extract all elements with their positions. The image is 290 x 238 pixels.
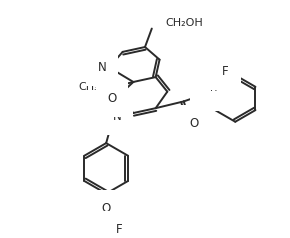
Text: N: N	[113, 110, 121, 124]
Text: CH₂OH: CH₂OH	[165, 18, 203, 28]
Text: F: F	[90, 223, 97, 236]
Text: CH₃: CH₃	[79, 82, 99, 92]
Text: H: H	[210, 83, 218, 93]
Text: O: O	[189, 117, 198, 130]
Text: N: N	[98, 61, 107, 74]
Text: F: F	[103, 223, 110, 236]
Text: O: O	[102, 202, 111, 215]
Text: O: O	[107, 92, 117, 105]
Text: F: F	[115, 223, 122, 236]
Text: F: F	[222, 65, 229, 78]
Text: N: N	[202, 86, 211, 99]
